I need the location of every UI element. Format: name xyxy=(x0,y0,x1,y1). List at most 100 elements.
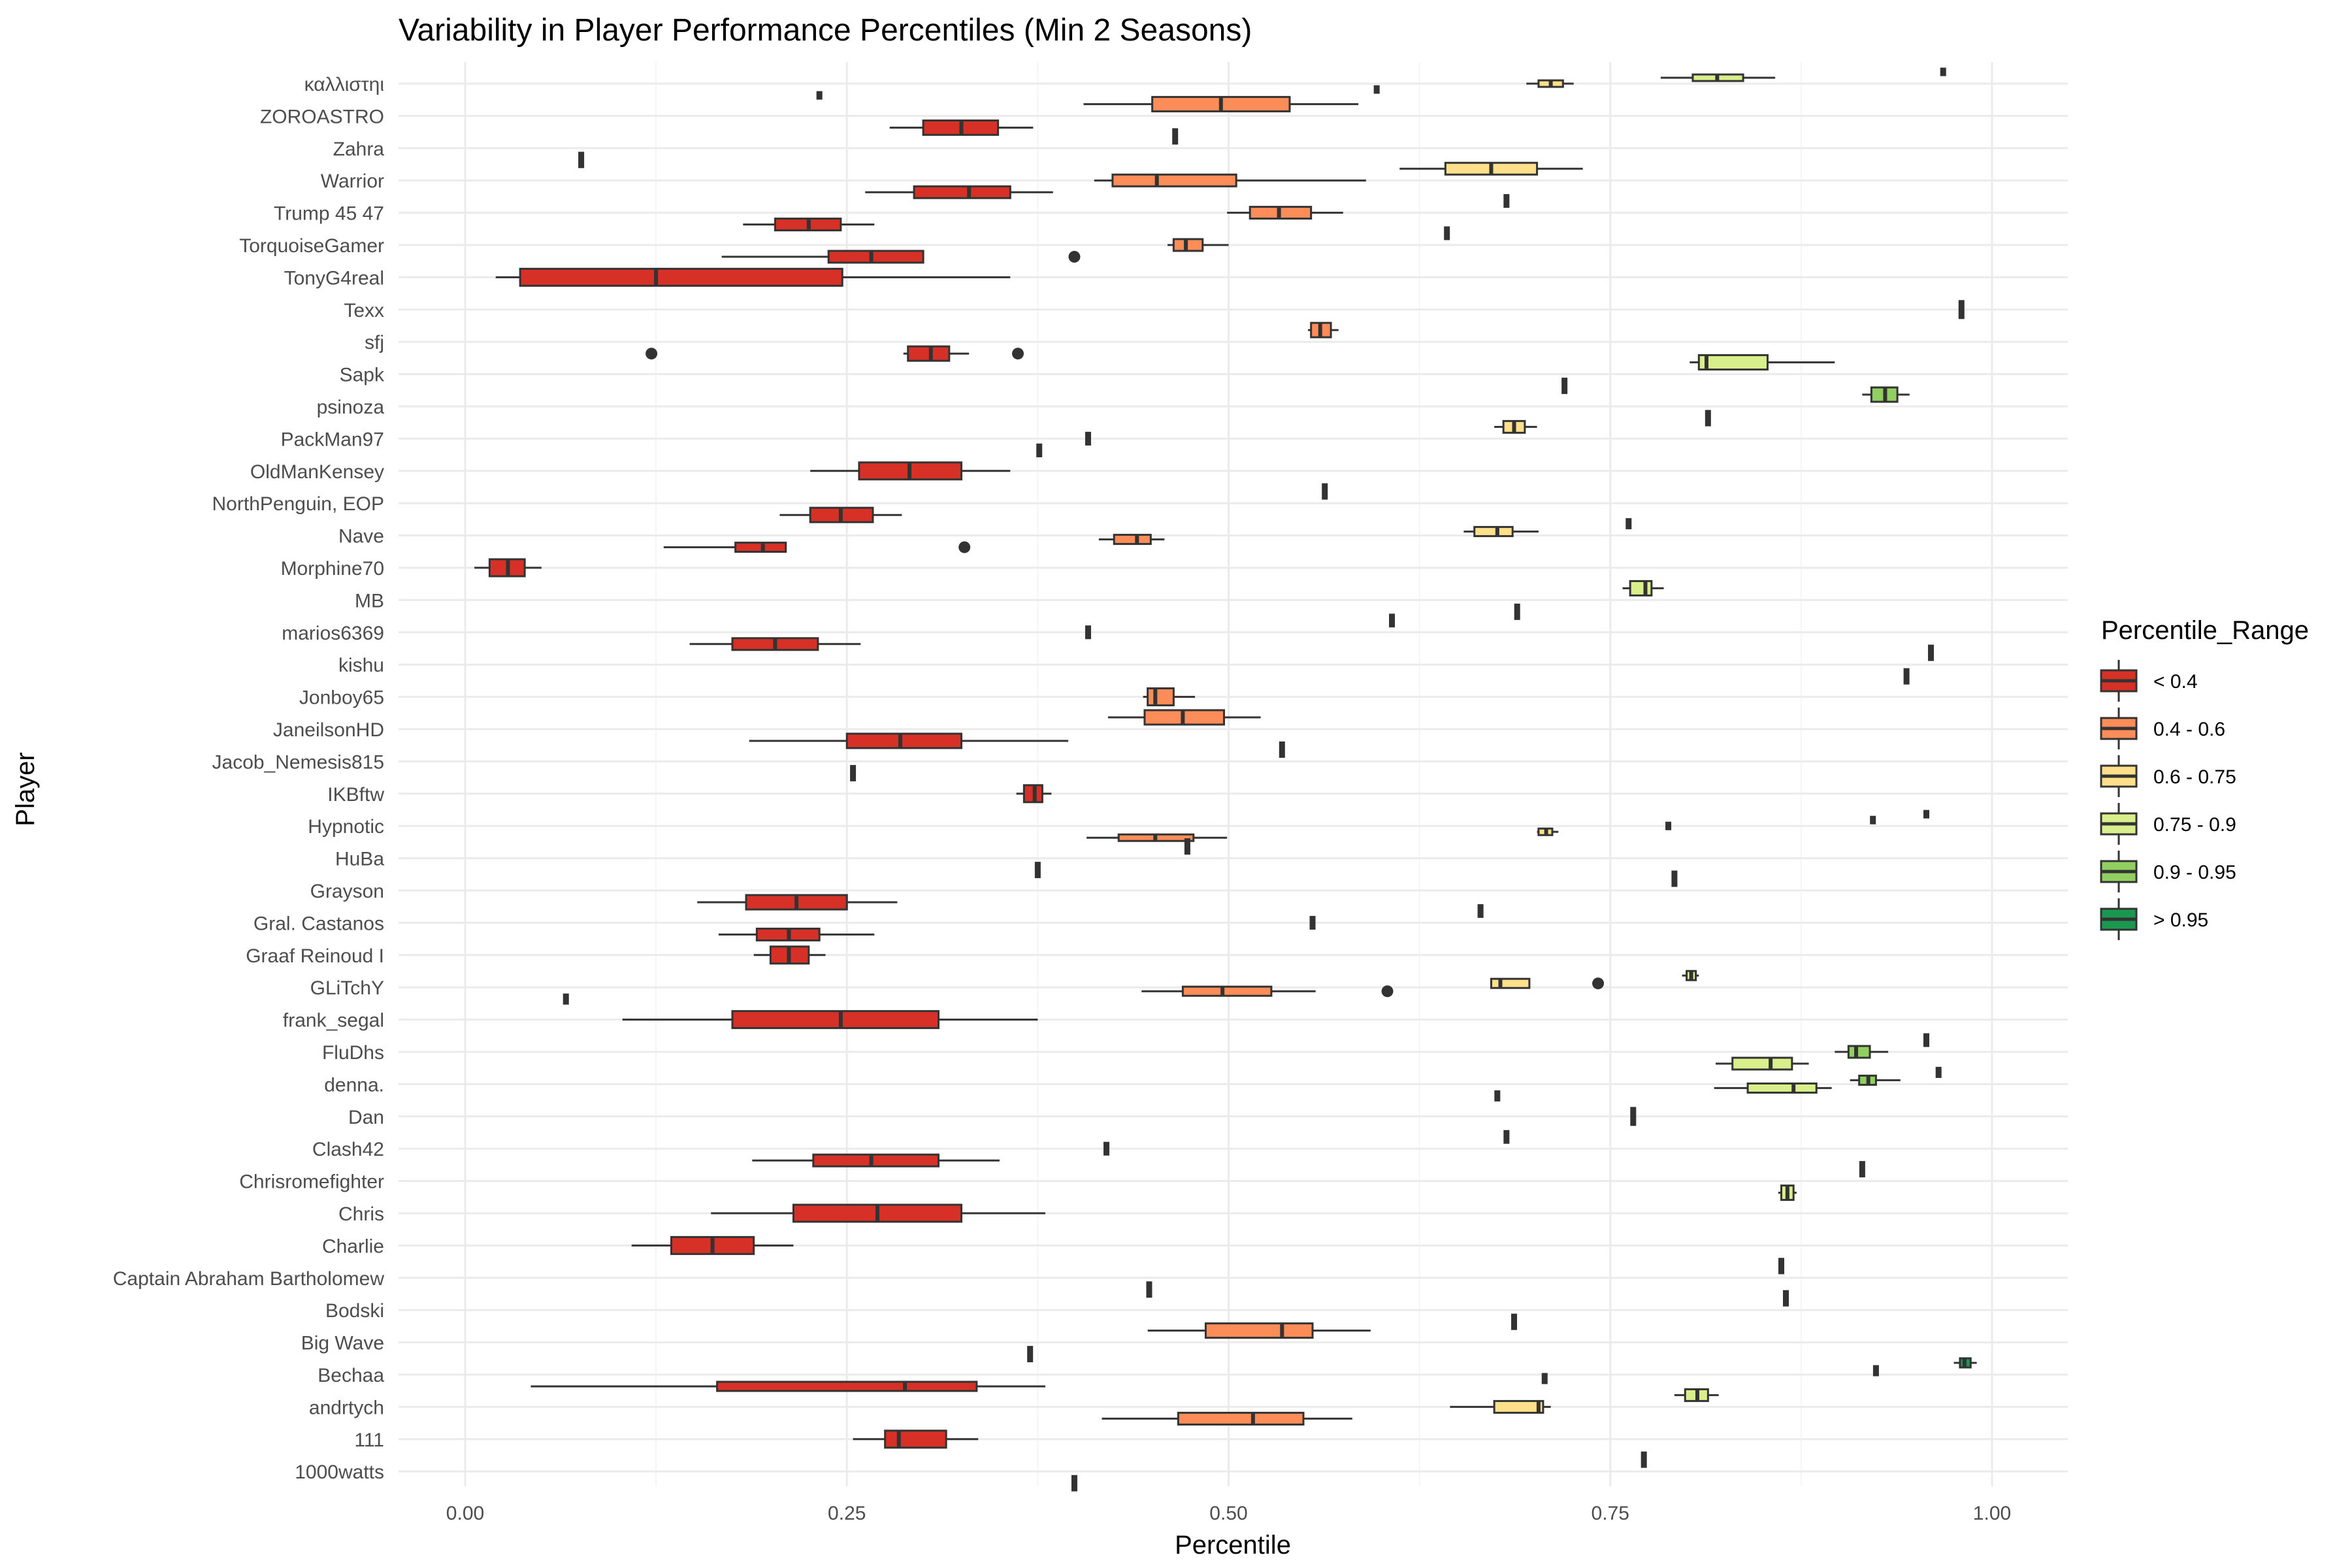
box-hypnotic-0-75-0-9 xyxy=(1665,821,1672,830)
box-hypnotic-0-95 xyxy=(1923,809,1930,819)
box-iqr xyxy=(884,1429,947,1449)
box-sapk-0-6-0-75 xyxy=(1561,378,1568,395)
box-fludhs-0-75-0-9 xyxy=(1716,1056,1809,1071)
box-iqr xyxy=(734,542,787,553)
box-denna-0-6-0-75 xyxy=(1494,1090,1501,1102)
box-northpenguin-eop-0-4 xyxy=(779,506,902,523)
y-tick-label: kishu xyxy=(338,655,384,676)
box-janeilsonhd-0-4-0-6 xyxy=(1107,709,1261,726)
legend: Percentile_Range < 0.4 0.4 - 0.6 0.6 - 0.7… xyxy=(2100,616,2309,940)
box-andrtych-0-75-0-9 xyxy=(1674,1388,1719,1402)
box-hypnotic-0-6-0-75 xyxy=(1537,827,1559,836)
y-tick-label: Graaf Reinoud I xyxy=(246,945,384,967)
box-packman97-0-4 xyxy=(1036,443,1043,457)
x-axis-title: Percentile xyxy=(1175,1531,1291,1560)
y-tick-label: HuBa xyxy=(335,849,384,870)
box-tonyg4real-0-4 xyxy=(495,267,1011,287)
legend-item-2: 0.4 - 0.6 xyxy=(2100,708,2225,749)
y-tick-label: Hypnotic xyxy=(308,816,384,838)
outlier-point xyxy=(645,348,658,360)
box-item-0-75-0-9 xyxy=(1660,73,1776,82)
box-psinoza-0-75-0-9 xyxy=(1705,410,1711,427)
y-axis-title: Player xyxy=(11,752,40,826)
box-ikbftw-0-4 xyxy=(1016,784,1052,804)
legend-title: Percentile_Range xyxy=(2101,616,2309,645)
box-oldmankensey-0-4 xyxy=(810,461,1011,481)
y-tick-label: IKBftw xyxy=(327,784,384,806)
box-trump-45-47-0-4 xyxy=(743,218,875,232)
y-tick-label: andrtych xyxy=(309,1397,384,1418)
y-tick-label: FluDhs xyxy=(322,1042,384,1064)
box-1000watts-0-75-0-9 xyxy=(1641,1451,1647,1468)
box-iqr xyxy=(1847,1045,1871,1059)
box-iqr xyxy=(1731,1056,1793,1071)
box-texx-0-95 xyxy=(1958,300,1965,319)
box-item-0-4 xyxy=(816,91,823,100)
box-dan-0-75-0-9 xyxy=(1630,1107,1637,1126)
y-axis-tick-labels: καλλιστηι ZOROASTRO Zahra Warrior Trump 45 4… xyxy=(113,74,385,1483)
box-bodski-0-6-0-75 xyxy=(1511,1313,1518,1330)
box-morphine70-0-4 xyxy=(474,558,542,578)
box-denna-0-95 xyxy=(1935,1066,1942,1078)
box-psinoza-0-9-0-95 xyxy=(1862,386,1910,403)
y-tick-label: MB xyxy=(355,590,384,612)
box-zahra-0-4 xyxy=(578,152,585,169)
box-clash42-0-4 xyxy=(752,1153,1000,1168)
y-tick-label: frank_segal xyxy=(283,1010,384,1032)
box-northpenguin-eop-0-4-0-6 xyxy=(1322,483,1328,500)
y-tick-label: ZOROASTRO xyxy=(260,106,384,127)
y-tick-label: Zahra xyxy=(333,139,385,160)
outlier-point xyxy=(1068,251,1081,263)
y-tick-label: psinoza xyxy=(317,397,385,418)
y-tick-label: NorthPenguin, EOP xyxy=(212,493,384,515)
y-tick-label: Sapk xyxy=(340,365,385,386)
box-huba-0-4 xyxy=(1034,862,1041,879)
legend-label: 0.75 - 0.9 xyxy=(2153,814,2236,836)
box-bechaa-0-6-0-75 xyxy=(1541,1373,1548,1384)
y-tick-label: Bodski xyxy=(325,1300,384,1322)
y-tick-label: Nave xyxy=(338,526,384,547)
box-iqr xyxy=(1147,687,1175,707)
legend-item-6: > 0.95 xyxy=(2100,898,2208,940)
x-tick-label: 0.25 xyxy=(828,1503,866,1524)
box-kishu-0-95 xyxy=(1928,644,1935,661)
y-tick-label: PackMan97 xyxy=(281,429,384,450)
y-tick-label: TorquoiseGamer xyxy=(239,235,384,257)
box-iqr xyxy=(1493,1399,1544,1414)
box-layer xyxy=(474,67,1977,1492)
outlier-point xyxy=(958,541,971,553)
y-tick-label: Gral. Castanos xyxy=(253,913,384,934)
box-jonboy65-0-4-0-6 xyxy=(1143,687,1196,707)
legend-label: 0.9 - 0.95 xyxy=(2153,862,2236,883)
box-1000watts-0-4 xyxy=(1071,1475,1077,1492)
y-tick-label: Dan xyxy=(348,1107,384,1128)
legend-item-1: < 0.4 xyxy=(2100,660,2198,702)
box-iqr xyxy=(812,1153,939,1168)
box-item-0-95 xyxy=(1940,67,1946,76)
y-tick-label: Jacob_Nemesis815 xyxy=(212,751,384,773)
box-iqr xyxy=(1490,977,1531,989)
box-torquoisegamer-0-6-0-75 xyxy=(1444,226,1450,240)
y-tick-label: Charlie xyxy=(322,1235,384,1257)
outlier-point xyxy=(1592,977,1605,990)
box-iqr xyxy=(827,250,924,264)
box-iqr xyxy=(731,1010,939,1030)
box-iqr xyxy=(1181,985,1273,997)
y-tick-label: Warrior xyxy=(321,171,384,192)
y-tick-label: Clash42 xyxy=(312,1139,384,1160)
outlier-point xyxy=(1011,348,1024,360)
legend-item-3: 0.6 - 0.75 xyxy=(2100,755,2236,797)
box-jacob-nemesis815-0-4-0-6 xyxy=(1279,741,1285,758)
box-grayson-0-75-0-9 xyxy=(1671,870,1678,887)
legend-items: < 0.4 0.4 - 0.6 0.6 - 0.75 0.75 - 0.9 0.9 - … xyxy=(2100,660,2236,940)
y-tick-label: Texx xyxy=(344,300,384,321)
box-iqr xyxy=(907,345,951,362)
box-warrior-0-6-0-75 xyxy=(1399,161,1583,176)
x-tick-label: 0.75 xyxy=(1592,1503,1629,1524)
box-gral-castanos-0-6-0-75 xyxy=(1477,904,1484,918)
box-trump-45-47-0-6-0-75 xyxy=(1503,194,1510,208)
box-111-0-4 xyxy=(853,1429,979,1449)
box-charlie-0-4 xyxy=(631,1235,794,1255)
y-tick-label: 1000watts xyxy=(295,1462,384,1483)
box-iqr xyxy=(1111,173,1237,188)
